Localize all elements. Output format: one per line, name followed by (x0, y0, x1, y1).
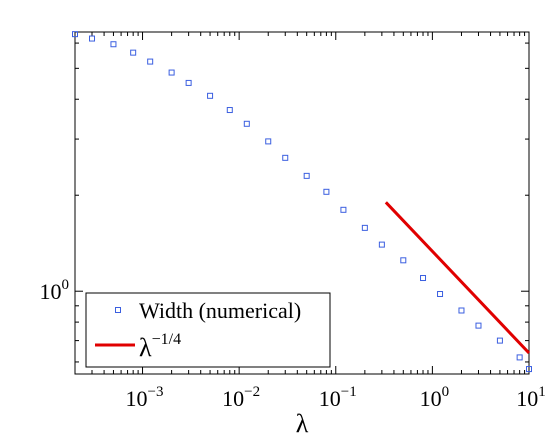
data-point (400, 257, 407, 264)
y-tick-label: 100 (40, 277, 70, 304)
data-point (89, 35, 96, 42)
data-point (265, 138, 272, 145)
legend-box (85, 292, 331, 368)
data-point (361, 224, 368, 231)
legend-label-width: Width (numerical) (139, 298, 301, 323)
data-point (496, 337, 503, 344)
legend-label-power-law: λ−1/4 (139, 331, 181, 362)
data-point (282, 154, 289, 161)
data-point (168, 69, 175, 76)
data-point (516, 354, 523, 361)
data-point (243, 120, 250, 127)
data-point (130, 49, 137, 56)
power-law-line (384, 201, 531, 355)
data-point (226, 107, 233, 114)
data-marks (72, 31, 532, 373)
legend-marker-square (115, 307, 121, 313)
data-point (340, 206, 347, 213)
x-tick-label: 10−1 (319, 384, 357, 411)
data-point (437, 291, 444, 298)
data-point (420, 275, 427, 282)
data-point (378, 241, 385, 248)
data-point (110, 41, 117, 48)
x-axis-label: λ (296, 409, 309, 438)
x-tick-label: 101 (516, 384, 546, 411)
data-point (323, 188, 330, 195)
legend: Width (numerical) λ−1/4 (85, 292, 331, 368)
data-point (526, 366, 532, 373)
data-point (147, 58, 154, 65)
data-point (475, 322, 482, 329)
y-tick-labels: 100 (40, 277, 70, 304)
axis-ticks (74, 32, 530, 374)
data-point (185, 79, 192, 86)
x-tick-label: 100 (420, 384, 450, 411)
x-tick-labels: 10−3 10−2 10−1 100 101 (126, 384, 546, 411)
data-point (72, 31, 78, 38)
data-point (303, 172, 310, 179)
x-tick-label: 10−2 (222, 384, 260, 411)
data-point (458, 307, 465, 314)
data-point (207, 92, 214, 99)
x-tick-label: 10−3 (126, 384, 164, 411)
